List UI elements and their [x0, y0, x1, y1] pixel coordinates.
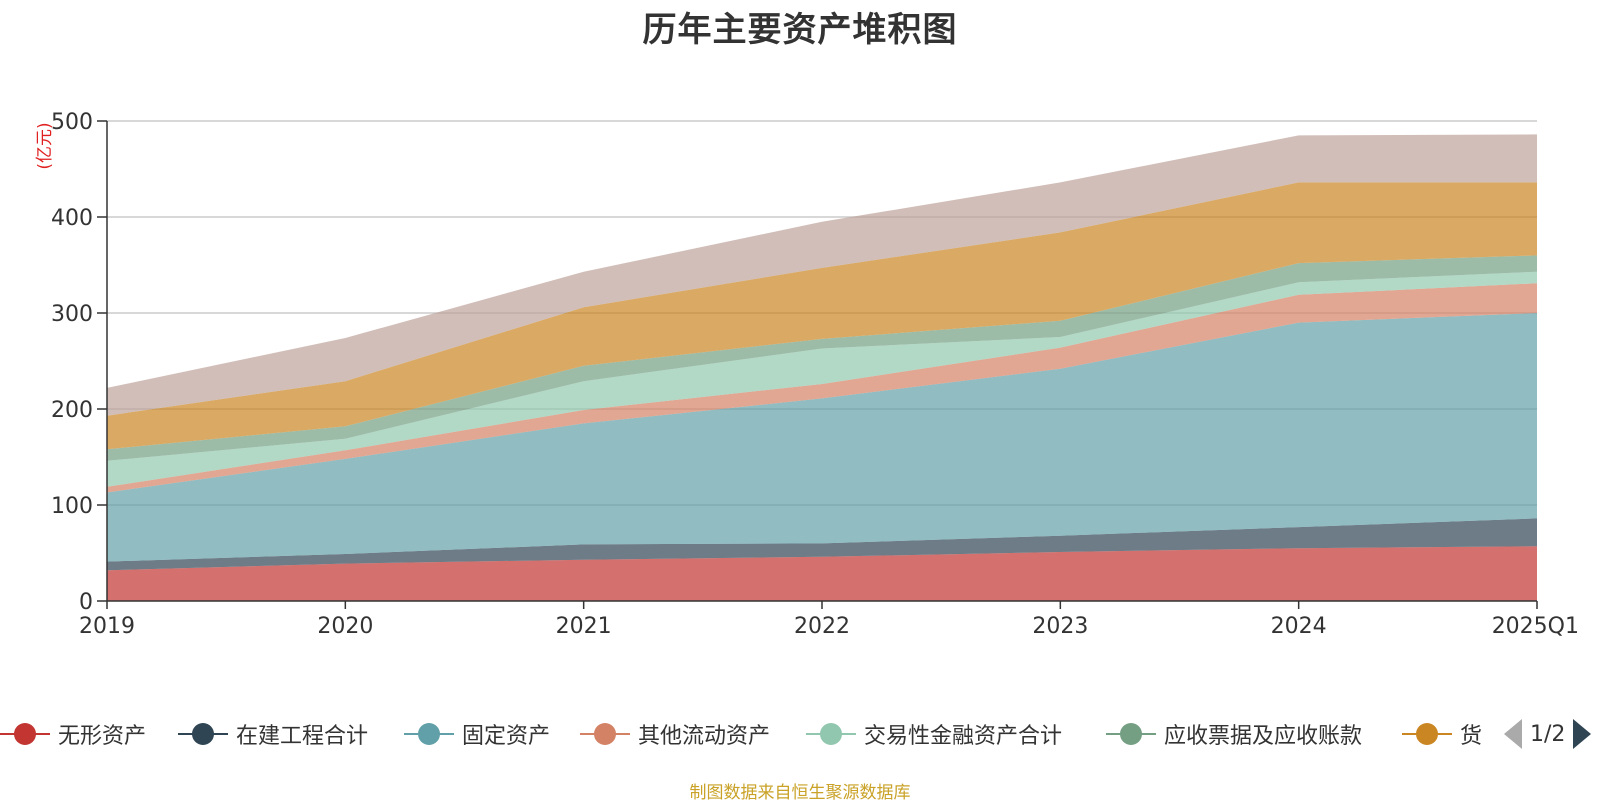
- legend-marker-icon: [1402, 719, 1452, 749]
- legend-label: 无形资产: [58, 724, 147, 749]
- chart-title: 历年主要资产堆积图: [642, 10, 958, 50]
- legend-item-0[interactable]: 无形资产: [0, 714, 146, 754]
- source-note: 制图数据来自恒生聚源数据库: [689, 783, 911, 803]
- legend-prev-page-icon[interactable]: [1504, 719, 1522, 749]
- x-tick-label: 2023: [1032, 614, 1088, 639]
- area-series-2[interactable]: [107, 313, 1537, 562]
- legend-label: 交易性金融资产合计: [864, 724, 1063, 749]
- x-tick-label: 2020: [317, 614, 373, 639]
- area-series-4[interactable]: [107, 271, 1537, 487]
- legend-next-page-icon[interactable]: [1573, 719, 1592, 749]
- legend-label: 固定资产: [462, 724, 551, 749]
- legend-item-3[interactable]: 其他流动资产: [580, 714, 770, 754]
- legend-marker-icon: [580, 719, 630, 749]
- legend-marker-icon: [178, 719, 228, 749]
- legend: 1/2 无形资产 在建工程合计 固定资产 其他流动资产 交易性金融资产合计 应收票据及应收…: [0, 714, 1600, 754]
- y-tick-label: 300: [51, 302, 93, 327]
- x-tick-label: 2019: [79, 614, 135, 639]
- x-tick-label: 2025Q1: [1492, 614, 1579, 639]
- x-tick-label: 2022: [794, 614, 850, 639]
- area-series-3[interactable]: [107, 283, 1537, 493]
- y-tick-label: 400: [51, 206, 93, 231]
- legend-item-6[interactable]: 货: [1402, 714, 1482, 754]
- legend-item-1[interactable]: 在建工程合计: [178, 714, 368, 754]
- legend-label: 其他流动资产: [638, 724, 771, 749]
- y-axis-unit-label: (亿元): [35, 122, 55, 169]
- area-series-0[interactable]: [107, 546, 1537, 601]
- legend-label: 在建工程合计: [236, 724, 369, 749]
- legend-marker-icon: [0, 719, 50, 749]
- y-tick-label: 200: [51, 398, 93, 423]
- area-series-7[interactable]: [107, 134, 1537, 416]
- x-tick-label: 2021: [556, 614, 612, 639]
- legend-label: 货: [1460, 724, 1483, 749]
- legend-label: 应收票据及应收账款: [1164, 724, 1363, 749]
- x-tick-label: 2024: [1271, 614, 1327, 639]
- legend-marker-icon: [806, 719, 856, 749]
- axis-layer: 0 100 200 300 400 500 2019 2020 2021 2022 2023 2024…: [51, 110, 1579, 639]
- area-layer: [107, 134, 1537, 601]
- legend-marker-icon: [404, 719, 454, 749]
- y-tick-label: 100: [51, 494, 93, 519]
- legend-marker-icon: [1106, 719, 1156, 749]
- area-series-5[interactable]: [107, 255, 1537, 461]
- legend-item-2[interactable]: 固定资产: [404, 714, 550, 754]
- legend-item-5[interactable]: 应收票据及应收账款: [1106, 714, 1362, 754]
- legend-page-indicator: 1/2: [1530, 721, 1566, 747]
- area-series-6[interactable]: [107, 182, 1537, 450]
- y-tick-label: 0: [79, 590, 93, 615]
- legend-item-4[interactable]: 交易性金融资产合计: [806, 714, 1062, 754]
- legend-pager: 1/2: [1500, 714, 1600, 754]
- area-series-1[interactable]: [107, 518, 1537, 571]
- stacked-area-chart: 0 100 200 300 400 500 2019 2020 2021 2022 2023 2024…: [35, 110, 1579, 639]
- y-tick-label: 500: [51, 110, 93, 135]
